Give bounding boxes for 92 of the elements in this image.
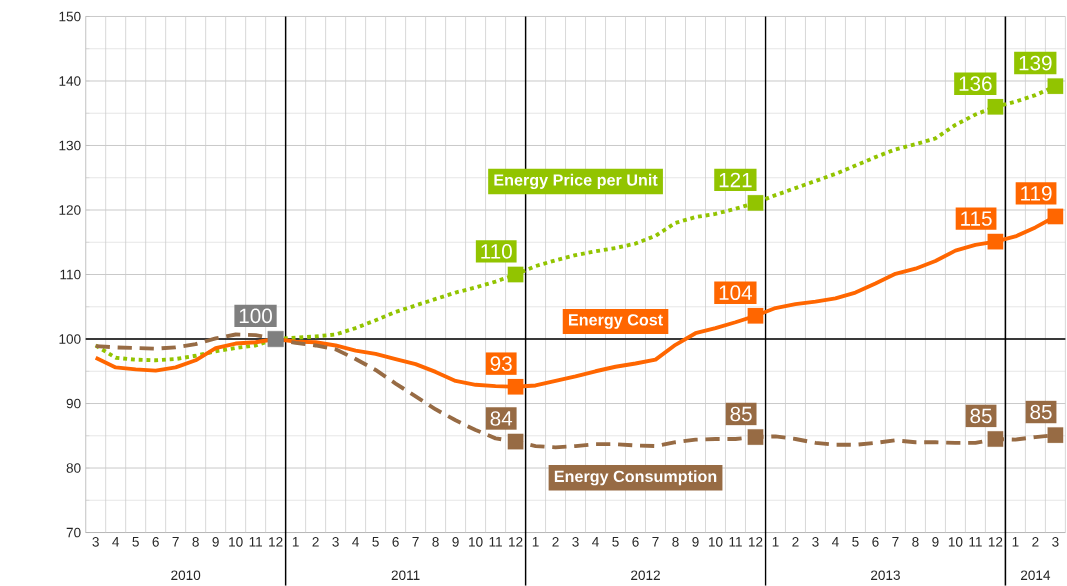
series-label: Energy Consumption <box>554 470 717 486</box>
point <box>507 378 524 395</box>
x-tick-label: 4 <box>831 537 839 547</box>
text: 2013 <box>871 570 900 581</box>
x-tick-label: 2 <box>552 537 559 547</box>
x-tick-label: 4 <box>352 537 359 547</box>
x-tick-label: 12 <box>269 537 283 547</box>
x-tick-label: 10 <box>229 537 243 547</box>
y-tick-label: 120 <box>59 205 81 215</box>
x-tick-label: 3 <box>332 537 339 547</box>
point <box>987 99 1004 115</box>
y-tick-label: 130 <box>59 140 81 151</box>
x-tick-label: 5 <box>372 537 379 547</box>
x-tick-label: 2 <box>792 537 799 547</box>
x-tick-label: 11 <box>489 537 502 547</box>
y-tick-label: 150 <box>59 11 81 22</box>
point <box>987 431 1004 447</box>
x-tick-label: 12 <box>509 537 523 547</box>
x-tick-label: 7 <box>892 537 899 547</box>
x-tick-label: 1 <box>1012 537 1019 547</box>
x-tick-label: 8 <box>912 537 919 547</box>
text: 2014 <box>1020 570 1051 581</box>
data-label: 119 <box>1021 186 1052 201</box>
x-tick-label: 12 <box>988 537 1003 547</box>
x-tick-label: 11 <box>969 537 982 547</box>
text: 2012 <box>631 570 660 581</box>
point <box>1047 78 1064 95</box>
data-label: 110 <box>481 244 512 259</box>
x-tick-label: 2 <box>1032 537 1039 547</box>
x-tick-label: 1 <box>292 537 299 547</box>
x-tick-label: 11 <box>249 537 263 547</box>
data-label: 85 <box>1030 404 1052 420</box>
x-tick-label: 7 <box>172 537 179 547</box>
x-tick-label: 9 <box>212 537 219 547</box>
point <box>747 195 764 211</box>
data-label: 136 <box>959 76 992 92</box>
x-tick-label: 10 <box>469 537 483 547</box>
point <box>987 233 1004 250</box>
x-tick-label: 5 <box>612 537 619 547</box>
x-tick-label: 3 <box>1052 537 1059 547</box>
x-tick-label: 10 <box>708 537 723 547</box>
x-tick-label: 6 <box>632 537 639 547</box>
x-tick-label: 8 <box>672 537 679 547</box>
data-label: 93 <box>490 356 512 372</box>
series-label: Energy Cost <box>568 314 663 329</box>
data-label: 104 <box>719 285 753 301</box>
x-tick-label: 6 <box>872 537 879 547</box>
x-tick-label: 2 <box>312 537 319 547</box>
text: 2010 <box>171 570 201 581</box>
x-tick-label: 5 <box>132 537 139 547</box>
data-label: 85 <box>970 408 992 424</box>
x-tick-label: 9 <box>452 537 459 547</box>
x-tick-label: 4 <box>112 537 120 547</box>
y-tick-label: 100 <box>59 334 81 344</box>
text: 2011 <box>391 570 420 581</box>
x-tick-label: 6 <box>392 537 399 547</box>
x-tick-label: 12 <box>748 537 763 547</box>
data-label: 84 <box>490 411 513 426</box>
x-tick-label: 5 <box>852 537 859 547</box>
text: Energy Price per Unit <box>494 173 658 190</box>
point <box>1047 427 1064 444</box>
x-tick-label: 3 <box>92 537 99 547</box>
x-tick-label: 10 <box>948 537 963 547</box>
y-tick-label: 110 <box>60 269 81 280</box>
x-tick-label: 1 <box>532 537 539 547</box>
x-tick-label: 8 <box>432 537 439 547</box>
data-label: 115 <box>961 211 992 226</box>
x-tick-label: 1 <box>772 537 779 547</box>
x-tick-label: 7 <box>412 537 419 547</box>
x-tick-label: 3 <box>812 537 819 547</box>
x-tick-label: 8 <box>192 537 199 547</box>
data-label: 121 <box>719 172 752 188</box>
x-tick-label: 4 <box>592 537 599 547</box>
x-tick-label: 11 <box>729 537 742 547</box>
x-tick-label: 3 <box>572 537 579 547</box>
point <box>1047 208 1064 225</box>
x-tick-label: 9 <box>692 537 699 547</box>
x-tick-label: 9 <box>932 537 939 547</box>
data-label: 139 <box>1019 55 1052 71</box>
point <box>267 331 284 348</box>
data-label: 85 <box>730 406 752 422</box>
point <box>747 308 764 324</box>
point <box>747 429 764 445</box>
point <box>507 433 524 450</box>
x-tick-label: 6 <box>152 537 159 547</box>
point <box>507 266 524 283</box>
x-tick-label: 7 <box>652 537 659 547</box>
y-tick-label: 80 <box>66 463 81 473</box>
y-tick-label: 90 <box>66 398 81 409</box>
data-label: 100 <box>239 308 272 324</box>
y-tick-label: 140 <box>59 76 81 86</box>
y-tick-label: 70 <box>66 527 81 538</box>
